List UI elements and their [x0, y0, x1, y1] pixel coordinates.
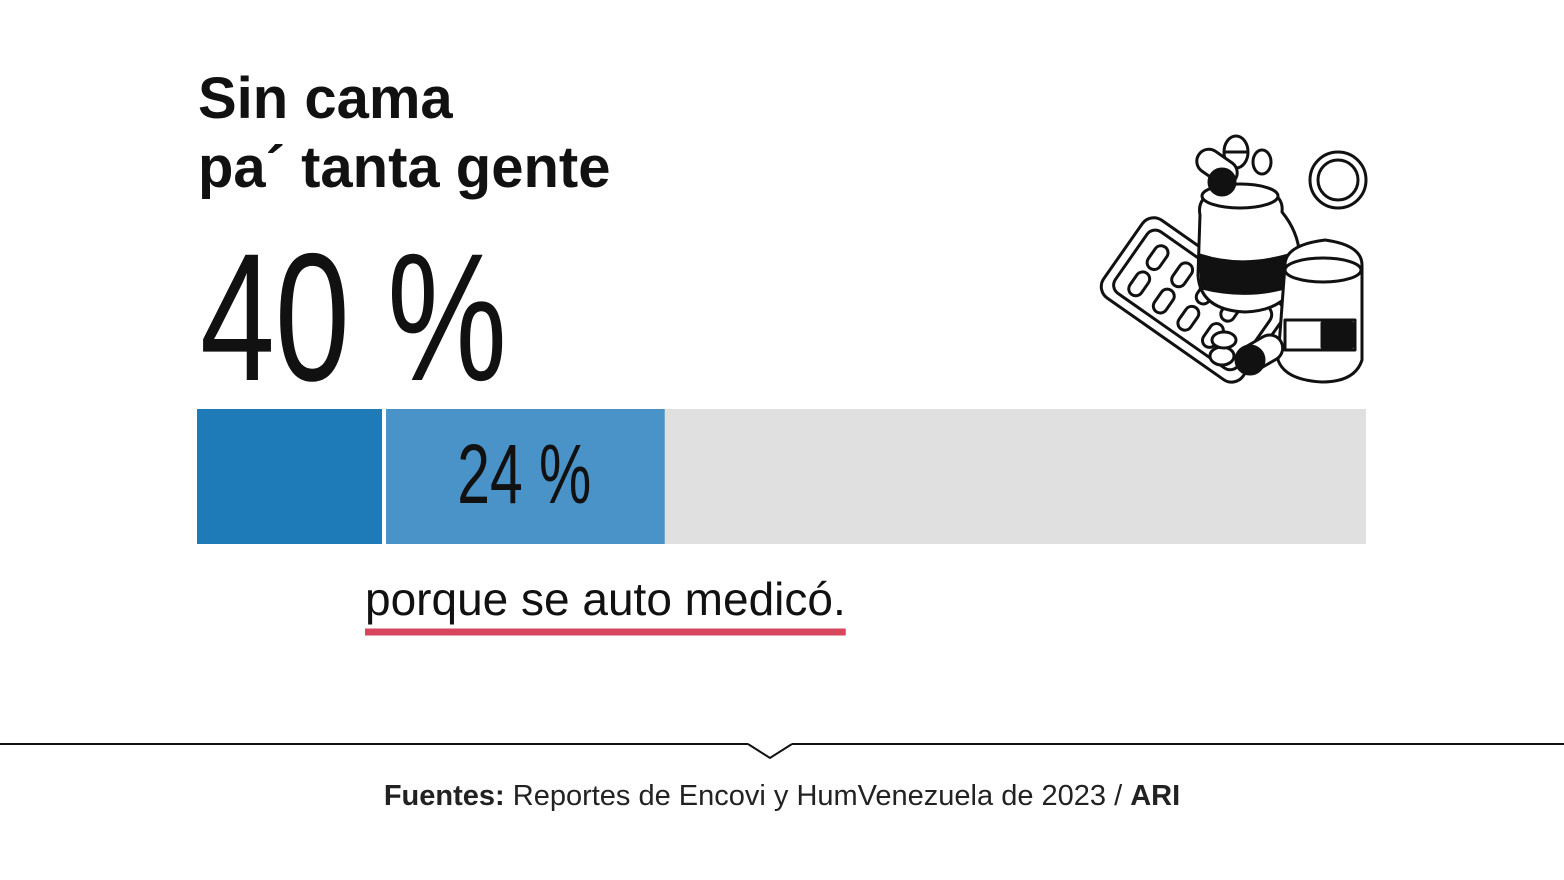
source-text: Reportes de Encovi y HumVenezuela de 202… [513, 780, 1123, 812]
source-org: ARI [1130, 780, 1180, 812]
divider-notch [747, 743, 793, 760]
title: Sin cama [198, 66, 453, 131]
source-label: Fuentes: [384, 780, 505, 812]
headline-value: 40 % [200, 215, 507, 418]
subtitle: pa´ tanta gente [198, 135, 611, 200]
source: Fuentes: Reportes de Encovi y HumVenezue… [384, 780, 1180, 812]
bar-part [384, 409, 665, 544]
segment-label: 24 % [457, 428, 591, 522]
annotation: porque se auto medicó. [365, 573, 846, 625]
medicine-illustration [1099, 134, 1368, 384]
